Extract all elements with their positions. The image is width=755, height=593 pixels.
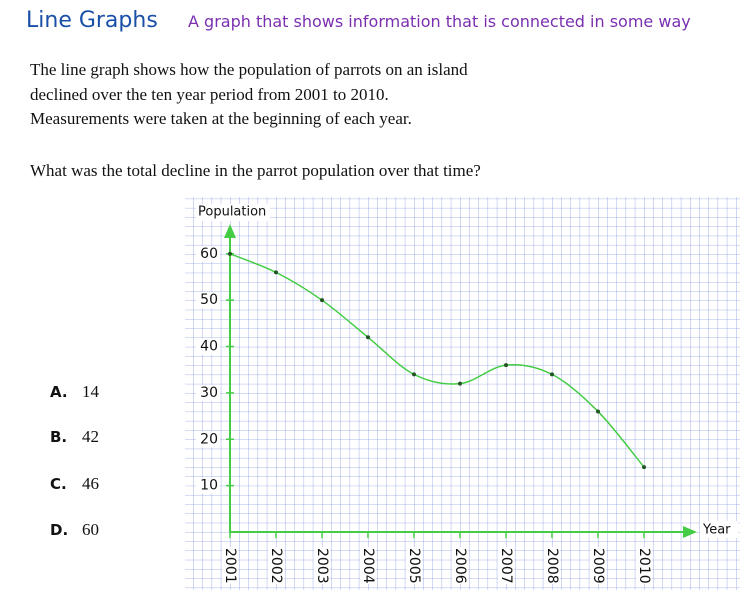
y-tick-label: 10 — [200, 478, 218, 494]
label-bg — [700, 521, 738, 538]
x-tick-label: 2002 — [268, 548, 284, 584]
tick-label-bg — [498, 547, 514, 584]
option[interactable]: C. 46 — [50, 474, 99, 494]
subtitle: A graph that shows information that is c… — [188, 12, 691, 31]
tick-label-bg — [222, 547, 238, 584]
y-tick-label: 50 — [200, 292, 218, 308]
intro-line: The line graph shows how the population … — [30, 60, 468, 79]
option-value: 42 — [82, 427, 99, 446]
option-value: 60 — [82, 520, 99, 539]
tick-label-bg — [360, 547, 376, 584]
tick-label-bg — [196, 431, 220, 448]
data-point — [642, 465, 646, 470]
y-tick-label: 20 — [200, 431, 218, 447]
intro-line: declined over the ten year period from 2… — [30, 84, 389, 104]
y-tick-label: 60 — [200, 246, 218, 262]
x-tick-label: 2005 — [406, 548, 422, 584]
y-axis-label: Population — [198, 205, 266, 220]
option[interactable]: B. 42 — [50, 427, 99, 447]
y-tick-label: 30 — [200, 385, 218, 401]
tick-label-bg — [406, 547, 422, 584]
option-letter: B. — [50, 428, 68, 446]
data-point — [228, 251, 232, 256]
graph-paper — [185, 197, 740, 590]
title: Line Graphs — [26, 8, 158, 33]
x-tick-label: 2003 — [314, 548, 330, 584]
tick-label-bg — [196, 384, 220, 401]
data-point — [412, 372, 416, 377]
data-point — [596, 409, 600, 414]
x-tick-label: 2009 — [590, 548, 606, 584]
tick-label-bg — [196, 338, 220, 355]
data-line — [229, 253, 645, 468]
tick-label-bg — [314, 547, 330, 584]
data-point — [458, 381, 462, 386]
tick-label-bg — [636, 547, 652, 584]
y-tick-label: 40 — [200, 339, 218, 355]
question: What was the total decline in the parrot… — [30, 161, 481, 180]
x-tick-label: 2001 — [222, 548, 238, 584]
data-point — [550, 372, 554, 377]
x-tick-label: 2008 — [544, 548, 560, 584]
option-value: 14 — [82, 382, 99, 401]
x-tick-label: 2007 — [498, 548, 514, 584]
data-point — [504, 363, 508, 368]
x-axis-label: Year — [702, 523, 731, 538]
data-point — [274, 270, 278, 275]
option-value: 46 — [82, 474, 99, 493]
x-tick-label: 2010 — [636, 548, 652, 584]
tick-label-bg — [544, 547, 560, 584]
intro: The line graph shows how the population … — [30, 58, 468, 132]
x-tick-label: 2006 — [452, 548, 468, 584]
data-point — [366, 335, 370, 340]
tick-label-bg — [452, 547, 468, 584]
data-point — [320, 298, 324, 303]
label-bg — [196, 204, 270, 221]
tick-label-bg — [196, 245, 220, 262]
option-letter: A. — [50, 383, 68, 401]
x-tick-label: 2004 — [360, 548, 376, 584]
tick-label-bg — [196, 292, 220, 309]
option[interactable]: A. 14 — [50, 382, 99, 402]
option-letter: D. — [50, 521, 69, 539]
intro-line: Measurements were taken at the beginning… — [30, 109, 412, 128]
option-letter: C. — [50, 475, 67, 493]
tick-label-bg — [590, 547, 606, 584]
option[interactable]: D. 60 — [50, 520, 99, 540]
tick-label-bg — [196, 477, 220, 494]
tick-label-bg — [268, 547, 284, 584]
